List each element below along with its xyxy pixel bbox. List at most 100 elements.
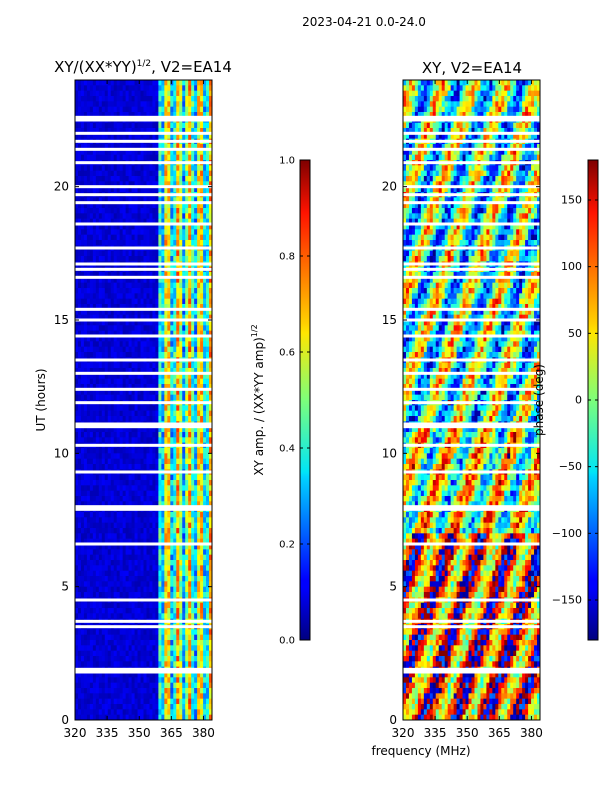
amplitude-colorbar-ticks: 0.0 0.2 0.4 0.6 0.8 1.0 [279, 156, 310, 647]
frequency-axis-label: frequency (MHz) [371, 744, 470, 758]
blank-row [75, 598, 212, 602]
x-tick-label: 380 [520, 726, 543, 740]
blank-row [75, 422, 212, 426]
blank-row [403, 371, 540, 375]
blank-row [75, 371, 212, 375]
blank-row [75, 201, 212, 205]
colorbar-tick-label: −150 [552, 594, 582, 607]
y-tick-label: 5 [61, 580, 69, 594]
colorbar-tick-label: 0.4 [279, 444, 295, 455]
colorbar-tick-label: 0.0 [279, 636, 295, 647]
x-tick-label: 320 [392, 726, 415, 740]
blank-row [403, 307, 540, 311]
blank-row [403, 425, 540, 429]
blank-row [75, 275, 212, 279]
x-tick-label: 365 [488, 726, 511, 740]
phase-blank-rows [403, 115, 540, 674]
blank-row [75, 334, 212, 338]
blank-row [403, 670, 540, 674]
blank-row [75, 139, 212, 143]
ut-axis-label: UT (hours) [34, 368, 48, 431]
phase-heatmap [403, 80, 541, 721]
colorbar-tick-label: 0 [575, 394, 582, 407]
blank-row [75, 625, 212, 629]
blank-row [75, 505, 212, 509]
colorbar-tick-label: 150 [561, 194, 582, 207]
blank-row [403, 246, 540, 250]
figure-suptitle: 2023-04-21 0.0-24.0 [302, 15, 426, 29]
colorbar-tick-label: −100 [552, 527, 582, 540]
phase-panel: XY, V2=EA14 320 335 350 365 380 0 5 10 15 20 [382, 59, 543, 740]
y-tick-label: 10 [54, 446, 69, 460]
amplitude-colorbar-gradient [299, 159, 311, 641]
y-tick-label: 15 [382, 313, 397, 327]
phase-plot-frame [402, 79, 541, 721]
amplitude-axis-ticks: 320 335 350 365 380 0 5 10 15 20 [54, 80, 215, 740]
blank-row [75, 425, 212, 429]
amplitude-panel-title: XY/(XX*YY)1/2, V2=EA14 [54, 58, 232, 76]
blank-row [403, 185, 540, 189]
blank-row [403, 334, 540, 338]
amplitude-heatmap [75, 80, 213, 721]
phase-colorbar: 150 100 50 0 −50 −100 −150 phase (deg) [532, 159, 599, 641]
blank-row [75, 147, 212, 151]
blank-row [403, 422, 540, 426]
blank-row [75, 387, 212, 391]
blank-row [75, 670, 212, 674]
blank-row [75, 246, 212, 250]
colorbar-tick-label: 0.6 [279, 348, 295, 359]
blank-row [403, 318, 540, 322]
blank-row [403, 201, 540, 205]
y-tick-label: 15 [54, 313, 69, 327]
blank-row [403, 161, 540, 165]
x-tick-label: 350 [128, 726, 151, 740]
blank-row [75, 307, 212, 311]
phase-colorbar-ticks: 150 100 50 0 −50 −100 −150 [552, 194, 598, 607]
x-tick-label: 335 [424, 726, 447, 740]
blank-row [403, 507, 540, 511]
blank-row [403, 193, 540, 197]
blank-row [403, 267, 540, 271]
blank-row [75, 185, 212, 189]
blank-row [403, 222, 540, 226]
y-tick-label: 0 [389, 713, 397, 727]
x-tick-label: 335 [96, 726, 119, 740]
blank-row [403, 542, 540, 546]
blank-row [403, 275, 540, 279]
blank-row [75, 401, 212, 405]
phase-axis-ticks: 320 335 350 365 380 0 5 10 15 20 [382, 80, 543, 740]
blank-row [403, 115, 540, 119]
y-tick-label: 5 [389, 580, 397, 594]
blank-row [75, 115, 212, 119]
blank-row [75, 131, 212, 135]
blank-row [75, 267, 212, 271]
blank-row [75, 470, 212, 474]
blank-row [75, 318, 212, 322]
colorbar-tick-label: 100 [561, 260, 582, 273]
x-tick-label: 365 [160, 726, 183, 740]
blank-row [75, 193, 212, 197]
phase-panel-title: XY, V2=EA14 [422, 59, 522, 77]
y-tick-label: 10 [382, 446, 397, 460]
blank-row [403, 147, 540, 151]
x-tick-label: 380 [192, 726, 215, 740]
blank-row [75, 667, 212, 671]
phase-colorbar-label: phase (deg) [532, 364, 546, 436]
blank-row [75, 443, 212, 447]
colorbar-tick-label: 0.8 [279, 252, 295, 263]
blank-row [403, 667, 540, 671]
blank-row [403, 387, 540, 391]
blank-row [403, 505, 540, 509]
blank-row [75, 619, 212, 623]
y-tick-label: 0 [61, 713, 69, 727]
blank-row [403, 598, 540, 602]
amplitude-blank-rows [75, 115, 212, 674]
blank-row [403, 131, 540, 135]
blank-row [403, 118, 540, 122]
amplitude-panel: XY/(XX*YY)1/2, V2=EA14 320 335 350 365 380 0 5… [34, 58, 232, 740]
blank-row [403, 139, 540, 143]
x-tick-label: 320 [64, 726, 87, 740]
blank-row [75, 222, 212, 226]
blank-row [403, 619, 540, 623]
